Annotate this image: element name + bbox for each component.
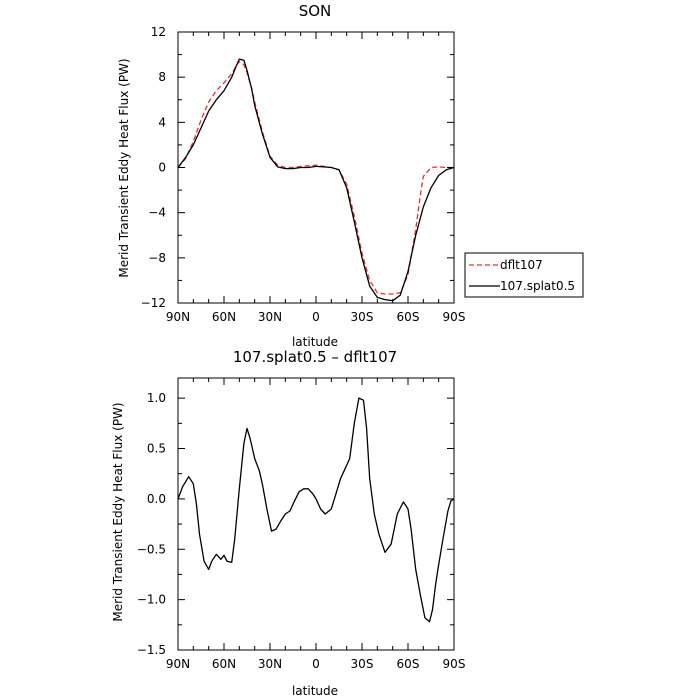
panel-bottom: 107.splat0.5 – dflt107 Merid Transient E… <box>111 348 465 698</box>
x-tick-label: 30S <box>351 657 374 671</box>
x-axis-label: latitude <box>292 684 338 698</box>
legend-box <box>464 252 584 298</box>
x-tick-label: 90N <box>166 310 190 324</box>
plot-frame <box>177 377 455 651</box>
chart-title: 107.splat0.5 – dflt107 <box>233 348 397 366</box>
y-axis-label: Merid Transient Eddy Heat Flux (PW) <box>111 402 125 621</box>
y-tick-label: −1.5 <box>137 643 166 657</box>
y-tick-label: 0.0 <box>147 492 166 506</box>
x-tick-label: 30N <box>258 310 282 324</box>
panel-top: SON Merid Transient Eddy Heat Flux (PW) … <box>117 2 465 349</box>
y-tick-label: 0.5 <box>147 442 166 456</box>
series-line-107-splat0-5 <box>177 58 455 302</box>
x-tick-label: 90S <box>443 310 466 324</box>
y-tick-label: −8 <box>148 251 166 265</box>
y-tick-label: −12 <box>141 296 166 310</box>
x-axis-label: latitude <box>292 335 338 349</box>
x-tick-label: 90N <box>166 657 190 671</box>
y-tick-label: −0.5 <box>137 542 166 556</box>
legend-label-splat: 107.splat0.5 <box>500 279 575 293</box>
x-tick-label: 0 <box>312 310 320 324</box>
y-tick-label: 8 <box>158 70 166 84</box>
x-tick-label: 60S <box>397 657 420 671</box>
x-tick-label: 30N <box>258 657 282 671</box>
legend: dflt107 107.splat0.5 <box>464 252 584 298</box>
series-line-dflt107 <box>177 60 454 295</box>
y-tick-label: 0 <box>158 161 166 175</box>
y-axis-label: Merid Transient Eddy Heat Flux (PW) <box>117 58 131 277</box>
x-tick-label: 60N <box>212 310 236 324</box>
x-tick-label: 0 <box>312 657 320 671</box>
x-tick-label: 30S <box>351 310 374 324</box>
y-tick-label: −4 <box>148 206 166 220</box>
series-line-diff <box>177 397 455 623</box>
chart-title: SON <box>299 2 332 20</box>
plot-frame <box>177 31 455 304</box>
legend-label-dflt107: dflt107 <box>500 258 543 272</box>
x-tick-label: 60N <box>212 657 236 671</box>
y-tick-label: 12 <box>151 25 166 39</box>
y-tick-label: 1.0 <box>147 391 166 405</box>
x-tick-label: 60S <box>397 310 420 324</box>
x-tick-label: 90S <box>443 657 466 671</box>
y-tick-label: −1.0 <box>137 593 166 607</box>
y-tick-label: 4 <box>158 115 166 129</box>
